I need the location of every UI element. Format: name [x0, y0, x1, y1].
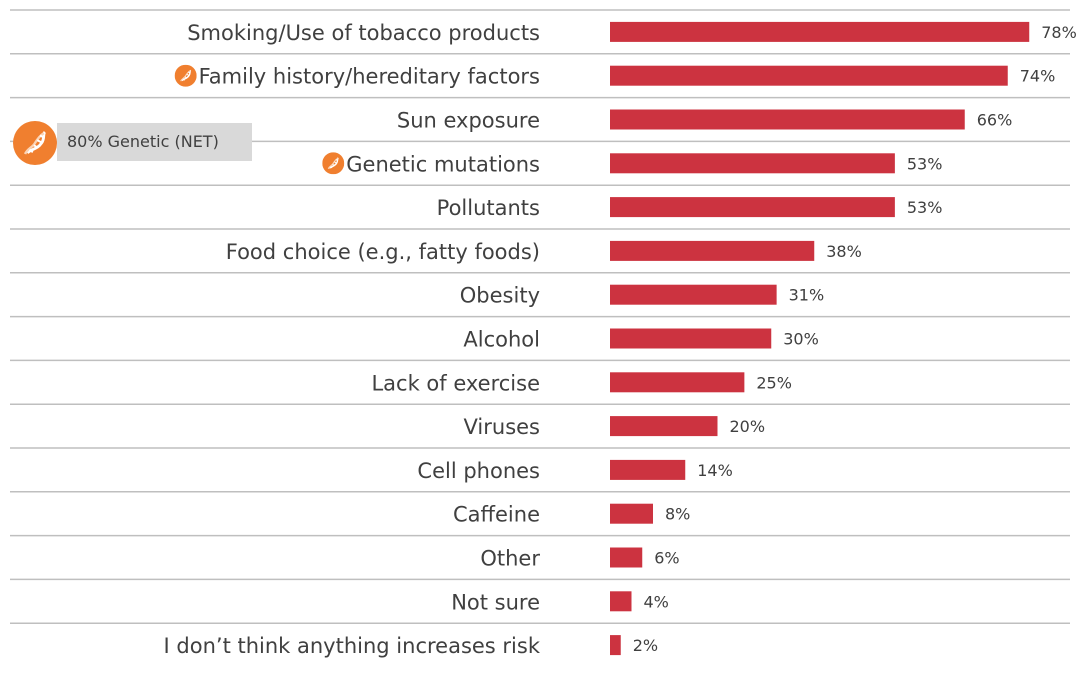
- value-label: 25%: [756, 373, 792, 392]
- bar: [610, 21, 1030, 42]
- bar: [610, 416, 718, 437]
- category-label: Not sure: [451, 590, 540, 614]
- value-label: 78%: [1041, 23, 1077, 42]
- value-label: 38%: [826, 242, 862, 261]
- dna-icon: [13, 121, 57, 165]
- bar: [610, 547, 643, 568]
- category-label: Caffeine: [453, 503, 540, 527]
- rows-layer: Smoking/Use of tobacco products 78% Family…: [10, 9, 1077, 658]
- value-label: 53%: [907, 198, 943, 217]
- value-label: 66%: [977, 111, 1013, 130]
- genetic-net-callout: 80% Genetic (NET): [57, 123, 252, 161]
- bar: [610, 503, 653, 524]
- value-label: 14%: [697, 461, 733, 480]
- value-label: 30%: [783, 330, 819, 349]
- value-label: 53%: [907, 154, 943, 173]
- dna-icon: [174, 64, 197, 87]
- bar: [610, 328, 772, 349]
- bar: [610, 240, 815, 261]
- value-label: 6%: [654, 549, 679, 568]
- category-label: Genetic mutations: [346, 152, 540, 176]
- category-label: Pollutants: [437, 196, 540, 220]
- bar: [610, 459, 686, 480]
- category-label: Sun exposure: [397, 109, 540, 133]
- value-label: 20%: [730, 417, 766, 436]
- bar: [610, 372, 745, 393]
- bar: [610, 197, 895, 218]
- category-label: Family history/hereditary factors: [199, 65, 540, 89]
- category-label: Lack of exercise: [371, 371, 540, 395]
- category-label: Obesity: [460, 284, 540, 308]
- value-label: 4%: [644, 592, 669, 611]
- value-label: 8%: [665, 505, 690, 524]
- bar: [610, 65, 1008, 86]
- category-label: Other: [480, 547, 540, 571]
- dna-icon: [322, 152, 345, 175]
- value-label: 74%: [1020, 67, 1056, 86]
- bar: [610, 109, 965, 130]
- bar: [610, 153, 895, 174]
- category-label: Viruses: [464, 415, 540, 439]
- category-label: I don’t think anything increases risk: [164, 634, 541, 658]
- category-label: Smoking/Use of tobacco products: [187, 21, 540, 45]
- value-label: 2%: [633, 636, 658, 655]
- value-label: 31%: [789, 286, 825, 305]
- bar: [610, 284, 777, 305]
- category-label: Food choice (e.g., fatty foods): [226, 240, 540, 264]
- category-label: Cell phones: [417, 459, 540, 483]
- bar: [610, 591, 632, 612]
- bar: [610, 635, 621, 656]
- category-label: Alcohol: [463, 328, 540, 352]
